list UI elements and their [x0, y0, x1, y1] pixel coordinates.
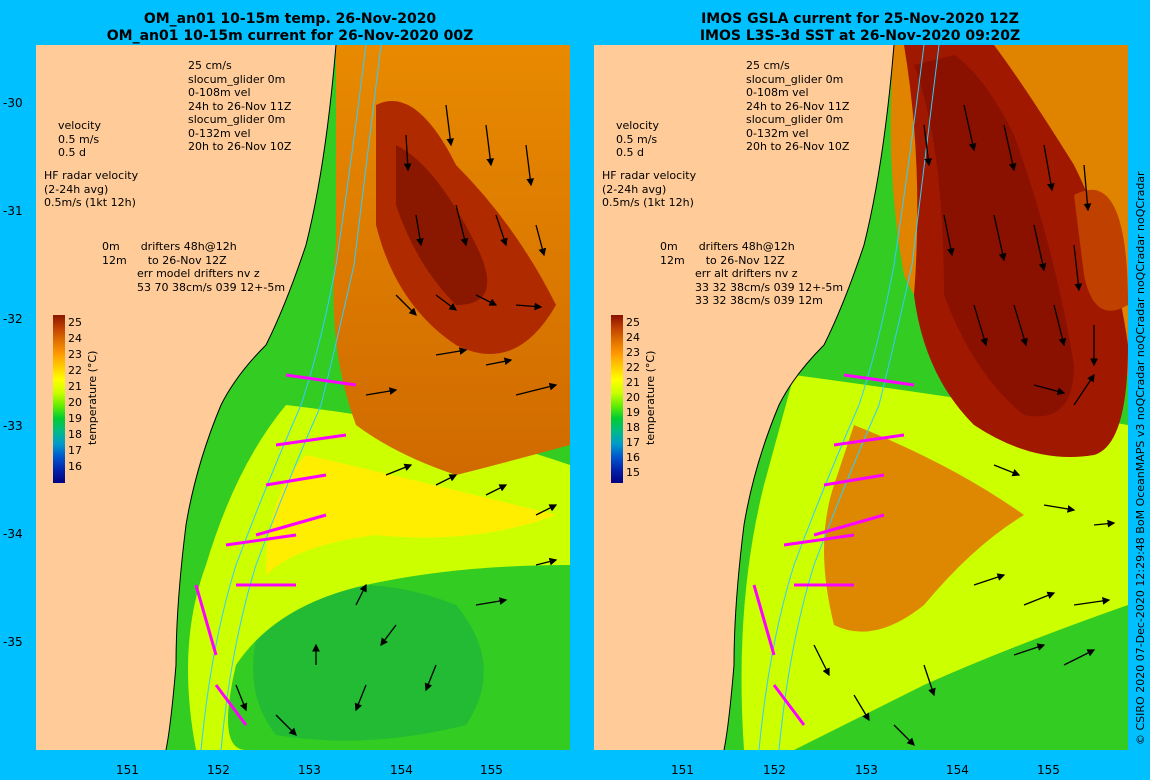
cbar-tick: 24 — [626, 331, 640, 344]
velocity-arrows — [235, 104, 558, 736]
lat-label: -31 — [3, 204, 23, 218]
lat-label: -33 — [3, 419, 23, 433]
left-annotation-hf-radar: HF radar velocity (2-24h avg) 0.5m/s (1k… — [44, 169, 139, 209]
lat-label: -32 — [3, 312, 23, 326]
right-map-panel: 25 cm/s slocum_glider 0m 0-108m vel 24h … — [594, 45, 1128, 750]
cbar-tick: 17 — [68, 444, 82, 457]
lon-label: 152 — [763, 763, 786, 777]
lon-label: 151 — [116, 763, 139, 777]
cbar-tick: 21 — [68, 380, 82, 393]
warm-core-inner — [396, 145, 488, 305]
yellow-band — [266, 455, 556, 575]
credit-text: © CSIRO 2020 07-Dec-2020 12:29:48 BoM Oc… — [1134, 171, 1147, 745]
cbar-tick: 17 — [626, 436, 640, 449]
lat-label: -35 — [3, 635, 23, 649]
lon-label: 153 — [298, 763, 321, 777]
warm-core-inner — [914, 55, 1074, 417]
left-map-panel: 25 cm/s slocum_glider 0m 0-108m vel 24h … — [36, 45, 570, 750]
drifter-tracks — [752, 373, 915, 726]
cbar-tick: 22 — [68, 364, 82, 377]
cbar-tick: 19 — [68, 412, 82, 425]
lon-label: 153 — [855, 763, 878, 777]
left-title: OM_an01 10-15m temp. 26-Nov-2020 OM_an01… — [90, 11, 490, 45]
left-title-line2: OM_an01 10-15m current for 26-Nov-2020 0… — [106, 28, 474, 44]
left-map-svg — [36, 45, 570, 750]
right-annotation-drifters: 0m drifters 48h@12h 12m to 26-Nov 12Z er… — [660, 240, 844, 307]
left-colorbar-title: temperature (°C) — [86, 350, 99, 445]
right-colorbar-title: temperature (°C) — [644, 350, 657, 445]
right-annotation-velocity: velocity 0.5 m/s 0.5 d — [616, 119, 659, 159]
lon-label: 155 — [1037, 763, 1060, 777]
cbar-tick: 23 — [68, 348, 82, 361]
velocity-arrows — [813, 104, 1116, 746]
cbar-tick: 16 — [626, 451, 640, 464]
lon-label: 155 — [480, 763, 503, 777]
cbar-tick: 25 — [626, 316, 640, 329]
left-annotation-velocity: velocity 0.5 m/s 0.5 d — [58, 119, 101, 159]
coastline — [723, 45, 895, 750]
isobath — [778, 45, 940, 750]
cool-eddy — [253, 585, 484, 741]
isobath — [758, 45, 925, 750]
right-title: IMOS GSLA current for 25-Nov-2020 12Z IM… — [660, 11, 1060, 45]
cbar-tick: 18 — [626, 421, 640, 434]
cbar-tick: 23 — [626, 346, 640, 359]
right-map-svg — [594, 45, 1128, 750]
left-annotation-drifters: 0m drifters 48h@12h 12m to 26-Nov 12Z er… — [102, 240, 286, 294]
cbar-tick: 22 — [626, 361, 640, 374]
cbar-tick: 19 — [626, 406, 640, 419]
right-annotation-main: 25 cm/s slocum_glider 0m 0-108m vel 24h … — [746, 59, 850, 153]
cbar-tick: 20 — [68, 396, 82, 409]
lat-label: -30 — [3, 96, 23, 110]
cbar-tick: 25 — [68, 316, 82, 329]
lon-label: 152 — [207, 763, 230, 777]
warm-core-east — [1074, 189, 1128, 311]
lon-label: 151 — [671, 763, 694, 777]
land — [36, 45, 336, 750]
left-colorbar — [53, 315, 65, 483]
cbar-tick: 15 — [626, 466, 640, 479]
land — [594, 45, 894, 750]
lon-label: 154 — [390, 763, 413, 777]
isobath — [200, 45, 367, 750]
right-title-line2: IMOS L3S-3d SST at 26-Nov-2020 09:20Z — [699, 28, 1021, 44]
isobath — [220, 45, 382, 750]
right-title-line1: IMOS GSLA current for 25-Nov-2020 12Z — [701, 11, 1019, 27]
left-title-line1: OM_an01 10-15m temp. 26-Nov-2020 — [143, 11, 437, 27]
lat-label: -34 — [3, 527, 23, 541]
cbar-tick: 18 — [68, 428, 82, 441]
left-annotation-main: 25 cm/s slocum_glider 0m 0-108m vel 24h … — [188, 59, 292, 153]
lon-label: 154 — [946, 763, 969, 777]
right-annotation-hf-radar: HF radar velocity (2-24h avg) 0.5m/s (1k… — [602, 169, 697, 209]
right-colorbar — [611, 315, 623, 483]
coastline — [165, 45, 337, 750]
cbar-tick: 21 — [626, 376, 640, 389]
cbar-tick: 16 — [68, 460, 82, 473]
cbar-tick: 24 — [68, 332, 82, 345]
cbar-tick: 20 — [626, 391, 640, 404]
drifter-tracks — [194, 373, 357, 726]
